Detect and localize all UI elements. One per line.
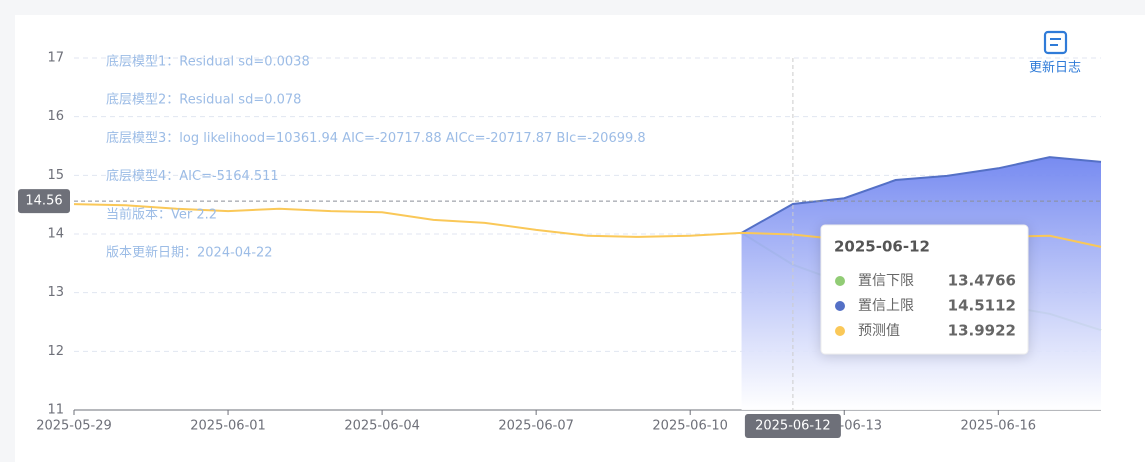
y-tick-label: 15 xyxy=(47,168,64,183)
x-tick-label: 2025-06-04 xyxy=(344,419,420,434)
x-tick-label: 2025-06-07 xyxy=(498,419,574,434)
x-pointer-label: 2025-06-12 xyxy=(755,419,831,434)
tooltip-value: 14.5112 xyxy=(948,297,1016,315)
x-pointer-box xyxy=(744,414,841,438)
x-tick-label: 2025-06-10 xyxy=(652,419,728,434)
tooltip-value: 13.4766 xyxy=(948,272,1016,290)
annotation: 版本更新日期：2024-04-22 xyxy=(106,245,273,261)
tooltip-marker xyxy=(835,276,845,286)
tooltip-name: 置信上限 xyxy=(858,298,914,314)
annotation: 底层模型4：AIC=-5164.511 xyxy=(106,168,279,184)
button-label[interactable]: 更新日志 xyxy=(1029,60,1081,76)
annotation: 当前版本：Ver 2.2 xyxy=(106,206,217,222)
line xyxy=(741,156,1102,234)
annotation: 底层模型2：Residual sd=0.078 xyxy=(106,92,301,108)
x-tick-label: 2025-06-16 xyxy=(961,419,1037,434)
y-tick-label: 11 xyxy=(47,403,64,418)
x-tick-label: 2025-06-01 xyxy=(190,419,266,434)
y-tick-label: 14 xyxy=(47,227,64,242)
annotation: 底层模型3：log likelihood=10361.94 AIC=-20717… xyxy=(106,130,646,146)
tooltip-title: 2025-06-12 xyxy=(834,238,930,256)
y-tick-label: 16 xyxy=(47,109,64,124)
x-tick-label: 2025-05-29 xyxy=(36,419,112,434)
y-tick-label: 13 xyxy=(47,285,64,300)
tooltip-marker xyxy=(835,301,845,311)
tooltip-name: 置信下限 xyxy=(858,273,914,289)
tooltip: 2025-06-12 置信下限 13.4766 置信上限 14.5112 预测值 13.99… xyxy=(820,224,1029,355)
annotation: 底层模型1：Residual sd=0.0038 xyxy=(106,54,310,70)
tooltip-name: 预测值 xyxy=(858,323,900,339)
y-tick-label: 17 xyxy=(47,51,64,66)
y-pointer-box xyxy=(18,189,70,214)
y-tick-label: 12 xyxy=(47,344,64,359)
y-pointer-label: 14.56 xyxy=(25,194,62,209)
tooltip-marker xyxy=(835,326,845,336)
tooltip-box xyxy=(820,224,1029,355)
tooltip-value: 13.9922 xyxy=(948,322,1016,340)
log-icon xyxy=(1043,30,1068,55)
update-log-button[interactable]: 更新日志 xyxy=(1029,30,1081,76)
